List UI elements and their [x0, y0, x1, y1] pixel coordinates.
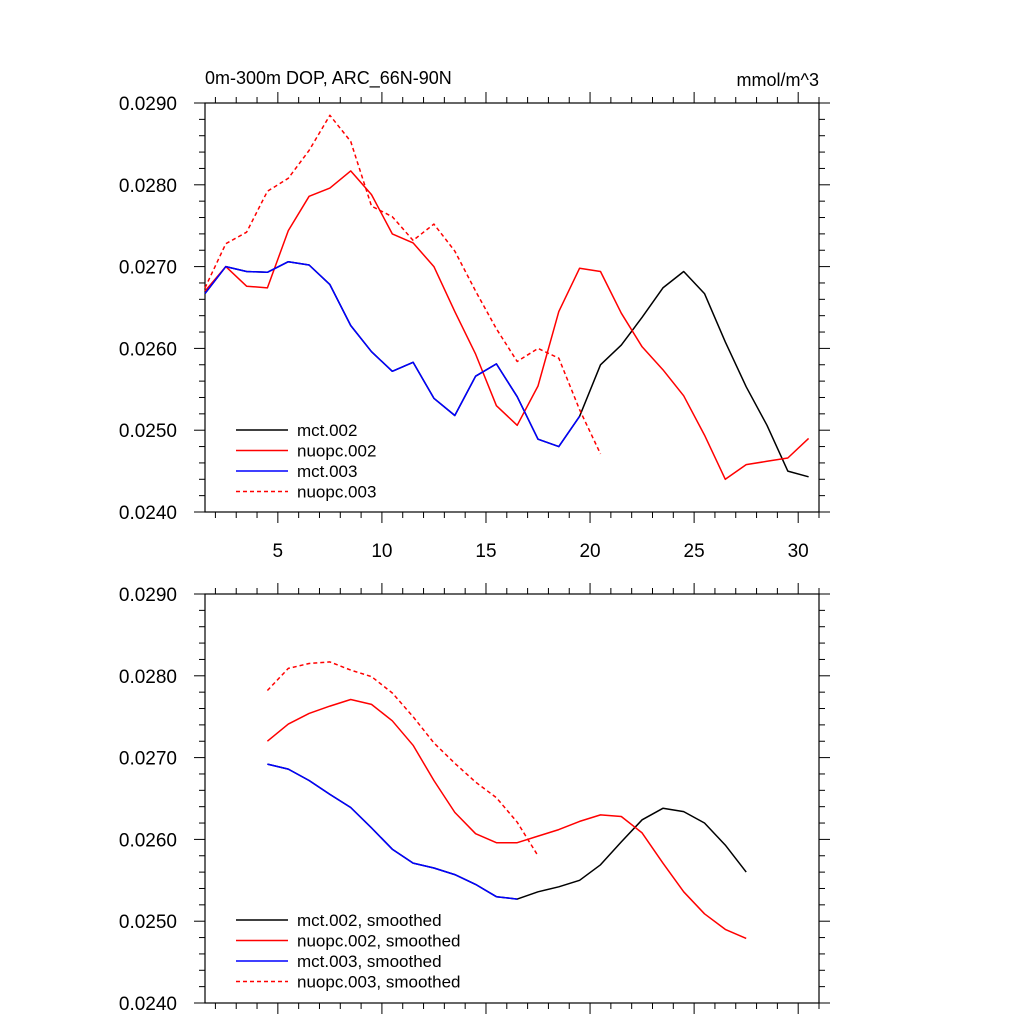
x-tick-label: 5 — [273, 541, 284, 562]
y-tick-label: 0.0280 — [119, 176, 177, 197]
series-line — [204, 260, 809, 478]
series-line — [267, 763, 518, 900]
x-tick-label: 30 — [788, 541, 809, 562]
bottom-panel: 0.0240 0.0250 0.0260 0.0270 0.0280 0.0290 mct.… — [119, 583, 830, 1015]
y-tick-label: 0.0240 — [119, 503, 177, 524]
y-tick-label: 0.0270 — [119, 258, 177, 279]
series-line — [204, 170, 810, 481]
series-line — [204, 114, 602, 455]
legend-label: mct.003, smoothed — [297, 952, 442, 971]
y-tick-label: 0.0260 — [119, 339, 177, 360]
legend-label: mct.003 — [297, 462, 357, 481]
plot-frame — [204, 102, 820, 513]
legend-label: nuopc.002 — [297, 442, 376, 461]
x-tick-label: 15 — [475, 541, 496, 562]
chart-title: 0m-300m DOP, ARC_66N-90N — [205, 68, 452, 89]
x-tick-label: 20 — [579, 541, 600, 562]
x-tick-label: 10 — [371, 541, 392, 562]
y-tick-label: 0.0240 — [119, 994, 177, 1015]
x-tick-label: 25 — [684, 541, 705, 562]
legend-label: mct.002 — [297, 421, 357, 440]
legend-label: nuopc.003, smoothed — [297, 973, 461, 992]
series-line — [266, 661, 539, 857]
legend-label: nuopc.002, smoothed — [297, 932, 461, 951]
y-tick-label: 0.0250 — [119, 421, 177, 442]
top-panel: 5 10 15 20 25 30 0.0240 0.0250 0.0260 0.0270 0.028… — [119, 92, 830, 562]
y-tick-label: 0.0260 — [119, 830, 177, 851]
series-line — [266, 698, 747, 940]
y-tick-label: 0.0290 — [119, 94, 177, 115]
y-tick-label: 0.0270 — [119, 749, 177, 770]
plot-frame — [204, 593, 820, 1004]
y-tick-label: 0.0290 — [119, 585, 177, 606]
series-line — [204, 260, 581, 448]
y-tick-label: 0.0250 — [119, 912, 177, 933]
units-label: mmol/m^3 — [737, 70, 819, 90]
legend-label: nuopc.003 — [297, 483, 376, 502]
legend-label: mct.002, smoothed — [297, 911, 442, 930]
y-tick-label: 0.0280 — [119, 667, 177, 688]
